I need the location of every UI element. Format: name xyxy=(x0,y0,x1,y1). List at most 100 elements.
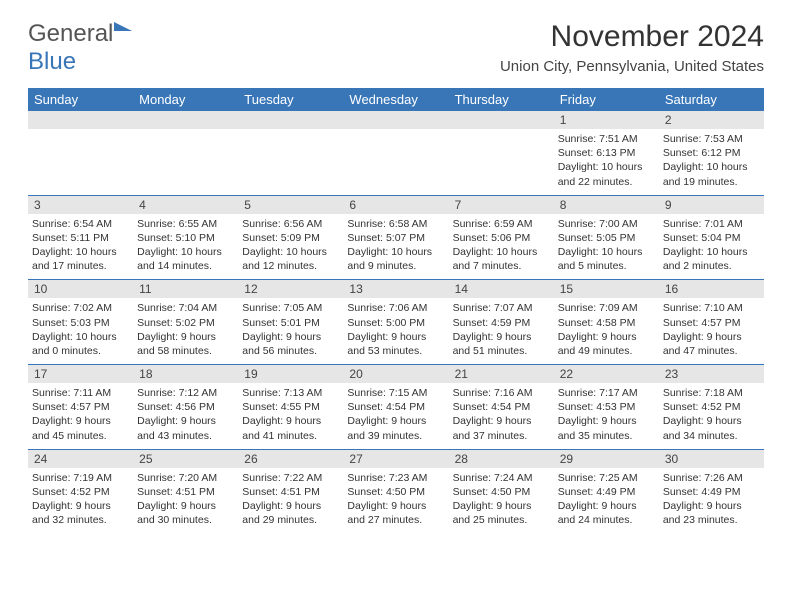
day-number-cell: 20 xyxy=(343,365,448,384)
sunrise-text: Sunrise: 6:55 AM xyxy=(137,217,234,231)
day-detail-cell: Sunrise: 6:55 AMSunset: 5:10 PMDaylight:… xyxy=(133,214,238,280)
daylight-text: Daylight: 9 hours and 53 minutes. xyxy=(347,330,444,358)
day-number-cell: 24 xyxy=(28,449,133,468)
day-number-cell: 18 xyxy=(133,365,238,384)
day-number-cell: 30 xyxy=(659,449,764,468)
month-title: November 2024 xyxy=(500,20,764,54)
sunset-text: Sunset: 4:52 PM xyxy=(32,485,129,499)
day-number-cell: 21 xyxy=(449,365,554,384)
day-number-cell: 22 xyxy=(554,365,659,384)
daynum-row: 3456789 xyxy=(28,195,764,214)
sunrise-text: Sunrise: 7:01 AM xyxy=(663,217,760,231)
sunrise-text: Sunrise: 7:05 AM xyxy=(242,301,339,315)
sunrise-text: Sunrise: 7:51 AM xyxy=(558,132,655,146)
detail-row: Sunrise: 7:51 AMSunset: 6:13 PMDaylight:… xyxy=(28,129,764,195)
sunset-text: Sunset: 5:01 PM xyxy=(242,316,339,330)
day-number-cell: 12 xyxy=(238,280,343,299)
daynum-row: 10111213141516 xyxy=(28,280,764,299)
daylight-text: Daylight: 9 hours and 37 minutes. xyxy=(453,414,550,442)
daylight-text: Daylight: 9 hours and 27 minutes. xyxy=(347,499,444,527)
day-number-cell: 16 xyxy=(659,280,764,299)
day-detail-cell: Sunrise: 7:04 AMSunset: 5:02 PMDaylight:… xyxy=(133,298,238,364)
detail-row: Sunrise: 6:54 AMSunset: 5:11 PMDaylight:… xyxy=(28,214,764,280)
sunset-text: Sunset: 4:54 PM xyxy=(453,400,550,414)
daylight-text: Daylight: 10 hours and 7 minutes. xyxy=(453,245,550,273)
day-number-cell: 26 xyxy=(238,449,343,468)
day-detail-cell: Sunrise: 7:17 AMSunset: 4:53 PMDaylight:… xyxy=(554,383,659,449)
sunset-text: Sunset: 4:52 PM xyxy=(663,400,760,414)
sunrise-text: Sunrise: 6:56 AM xyxy=(242,217,339,231)
calendar-table: Sunday Monday Tuesday Wednesday Thursday… xyxy=(28,88,764,533)
sunrise-text: Sunrise: 7:06 AM xyxy=(347,301,444,315)
logo: General Blue xyxy=(28,20,132,76)
day-detail-cell: Sunrise: 7:02 AMSunset: 5:03 PMDaylight:… xyxy=(28,298,133,364)
detail-row: Sunrise: 7:02 AMSunset: 5:03 PM Daylight:… xyxy=(28,298,764,364)
day-number-cell xyxy=(238,111,343,129)
day-number-cell: 5 xyxy=(238,195,343,214)
daylight-text: Daylight: 9 hours and 41 minutes. xyxy=(242,414,339,442)
day-detail-cell: Sunrise: 7:20 AMSunset: 4:51 PMDaylight:… xyxy=(133,468,238,534)
day-number-cell: 7 xyxy=(449,195,554,214)
day-detail-cell: Sunrise: 7:00 AMSunset: 5:05 PMDaylight:… xyxy=(554,214,659,280)
sunset-text: Sunset: 5:05 PM xyxy=(558,231,655,245)
dayhead-monday: Monday xyxy=(133,88,238,111)
sunset-text: Sunset: 4:58 PM xyxy=(558,316,655,330)
sunrise-text: Sunrise: 7:12 AM xyxy=(137,386,234,400)
day-detail-cell xyxy=(238,129,343,195)
dayhead-saturday: Saturday xyxy=(659,88,764,111)
sunrise-text: Sunrise: 7:26 AM xyxy=(663,471,760,485)
day-detail-cell: Sunrise: 7:23 AMSunset: 4:50 PMDaylight:… xyxy=(343,468,448,534)
day-detail-cell: Sunrise: 6:59 AMSunset: 5:06 PMDaylight:… xyxy=(449,214,554,280)
day-number-cell: 23 xyxy=(659,365,764,384)
sunrise-text: Sunrise: 7:24 AM xyxy=(453,471,550,485)
sunset-text: Sunset: 4:49 PM xyxy=(558,485,655,499)
sunrise-text: Sunrise: 7:10 AM xyxy=(663,301,760,315)
day-detail-cell: Sunrise: 7:18 AMSunset: 4:52 PMDaylight:… xyxy=(659,383,764,449)
sunset-text: Sunset: 4:59 PM xyxy=(453,316,550,330)
day-number-cell xyxy=(449,111,554,129)
header: General Blue November 2024 Union City, P… xyxy=(28,20,764,76)
daylight-text: Daylight: 9 hours and 24 minutes. xyxy=(558,499,655,527)
sunset-text: Sunset: 4:51 PM xyxy=(137,485,234,499)
sunset-text: Sunset: 4:50 PM xyxy=(347,485,444,499)
sunset-text: Sunset: 5:03 PM xyxy=(32,316,129,330)
daylight-text: Daylight: 9 hours and 35 minutes. xyxy=(558,414,655,442)
sunset-text: Sunset: 4:51 PM xyxy=(242,485,339,499)
dayhead-sunday: Sunday xyxy=(28,88,133,111)
daylight-text: Daylight: 10 hours and 19 minutes. xyxy=(663,160,760,188)
logo-text-blue: Blue xyxy=(28,48,76,75)
sunrise-text: Sunrise: 7:02 AM xyxy=(32,301,129,315)
day-number-cell: 14 xyxy=(449,280,554,299)
location-subtitle: Union City, Pennsylvania, United States xyxy=(500,58,764,75)
day-detail-cell: Sunrise: 6:56 AMSunset: 5:09 PMDaylight:… xyxy=(238,214,343,280)
sunrise-text: Sunrise: 7:09 AM xyxy=(558,301,655,315)
daylight-text: Daylight: 9 hours and 51 minutes. xyxy=(453,330,550,358)
day-detail-cell xyxy=(133,129,238,195)
daylight-text: Daylight: 10 hours and 2 minutes. xyxy=(663,245,760,273)
day-detail-cell: Sunrise: 7:12 AMSunset: 4:56 PMDaylight:… xyxy=(133,383,238,449)
sunrise-text: Sunrise: 7:16 AM xyxy=(453,386,550,400)
sunset-text: Sunset: 4:50 PM xyxy=(453,485,550,499)
day-header-row: Sunday Monday Tuesday Wednesday Thursday… xyxy=(28,88,764,111)
daylight-text: Daylight: 10 hours and 5 minutes. xyxy=(558,245,655,273)
sunrise-text: Sunrise: 7:22 AM xyxy=(242,471,339,485)
day-number-cell: 9 xyxy=(659,195,764,214)
sunset-text: Sunset: 4:57 PM xyxy=(663,316,760,330)
dayhead-wednesday: Wednesday xyxy=(343,88,448,111)
daylight-text: Daylight: 9 hours and 34 minutes. xyxy=(663,414,760,442)
daylight-text: Daylight: 10 hours and 22 minutes. xyxy=(558,160,655,188)
day-detail-cell: Sunrise: 7:10 AMSunset: 4:57 PMDaylight:… xyxy=(659,298,764,364)
daylight-text: Daylight: 9 hours and 45 minutes. xyxy=(32,414,129,442)
daylight-text: Daylight: 9 hours and 39 minutes. xyxy=(347,414,444,442)
day-number-cell: 4 xyxy=(133,195,238,214)
daylight-text: Daylight: 9 hours and 43 minutes. xyxy=(137,414,234,442)
day-detail-cell: Sunrise: 7:16 AMSunset: 4:54 PMDaylight:… xyxy=(449,383,554,449)
daynum-row: 12 xyxy=(28,111,764,129)
day-detail-cell: Sunrise: 7:15 AMSunset: 4:54 PMDaylight:… xyxy=(343,383,448,449)
day-detail-cell: Sunrise: 7:53 AMSunset: 6:12 PMDaylight:… xyxy=(659,129,764,195)
day-number-cell: 27 xyxy=(343,449,448,468)
day-detail-cell: Sunrise: 7:09 AMSunset: 4:58 PMDaylight:… xyxy=(554,298,659,364)
daylight-text: Daylight: 9 hours and 25 minutes. xyxy=(453,499,550,527)
sunset-text: Sunset: 5:09 PM xyxy=(242,231,339,245)
sunrise-text: Sunrise: 6:58 AM xyxy=(347,217,444,231)
